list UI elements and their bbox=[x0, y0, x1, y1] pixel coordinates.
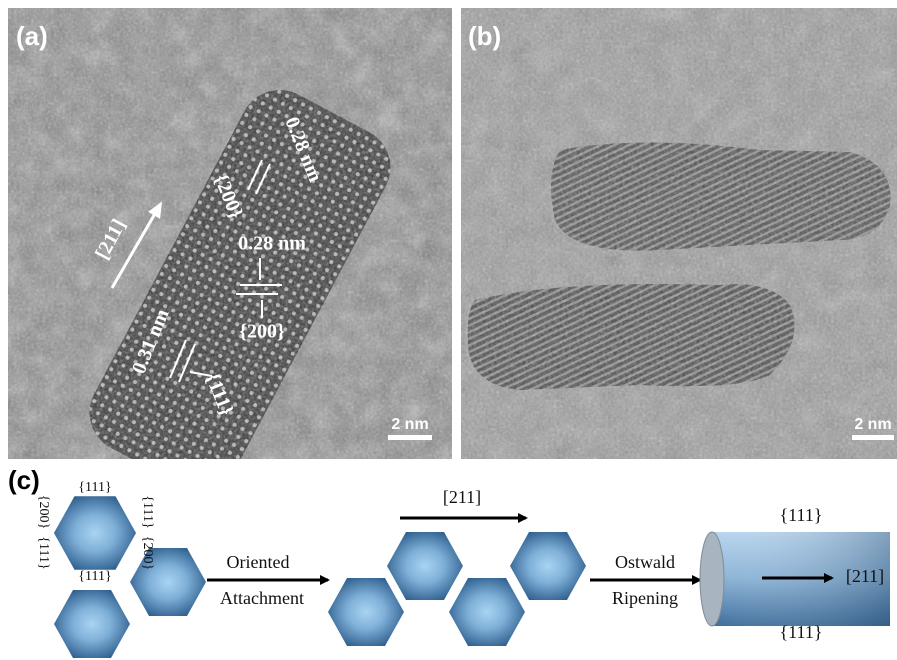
facet-label: {111} bbox=[780, 622, 823, 642]
panel-label: (c) bbox=[8, 465, 40, 495]
panel-c: (c) {111} {200} {111} {111} {200} {111} … bbox=[8, 465, 890, 658]
panel-b: (b) 2 nm bbox=[461, 8, 897, 459]
scale-bar bbox=[388, 435, 432, 440]
nanocrystal bbox=[54, 590, 130, 658]
panel-label: (b) bbox=[468, 21, 501, 51]
nanocrystal bbox=[449, 578, 525, 646]
facet-label: {200} bbox=[140, 536, 155, 570]
facet-label: {111} bbox=[78, 480, 111, 495]
panel-a: (a) [211] 0.28 nm {200} 0.28 nm {200} 0.… bbox=[8, 8, 452, 504]
step-label: Attachment bbox=[220, 588, 304, 608]
nanocrystal bbox=[54, 496, 136, 569]
facet-label: {111} bbox=[78, 569, 111, 584]
figure: (a) [211] 0.28 nm {200} 0.28 nm {200} 0.… bbox=[0, 0, 897, 660]
nanocrystal bbox=[387, 532, 463, 600]
direction-label: [211] bbox=[443, 487, 481, 507]
step-label: Oriented bbox=[227, 552, 290, 572]
facet-label: {111} bbox=[780, 505, 823, 525]
direction-label: [211] bbox=[846, 566, 884, 586]
facet-label: {111} bbox=[140, 495, 155, 528]
spacing-label: 0.28 nm bbox=[238, 233, 306, 255]
facet-label: {111} bbox=[36, 536, 51, 569]
scale-bar-label: 2 nm bbox=[854, 416, 891, 433]
nanocrystal bbox=[328, 578, 404, 646]
scale-bar bbox=[852, 435, 894, 440]
panel-label: (a) bbox=[16, 21, 48, 51]
tem-grain bbox=[461, 8, 897, 459]
step-label: Ripening bbox=[612, 588, 678, 608]
nanocrystal bbox=[510, 532, 586, 600]
facet-label: {200} bbox=[239, 321, 285, 343]
scale-bar-label: 2 nm bbox=[391, 416, 428, 433]
step-label: Ostwald bbox=[615, 552, 675, 572]
facet-label: {200} bbox=[36, 495, 51, 529]
